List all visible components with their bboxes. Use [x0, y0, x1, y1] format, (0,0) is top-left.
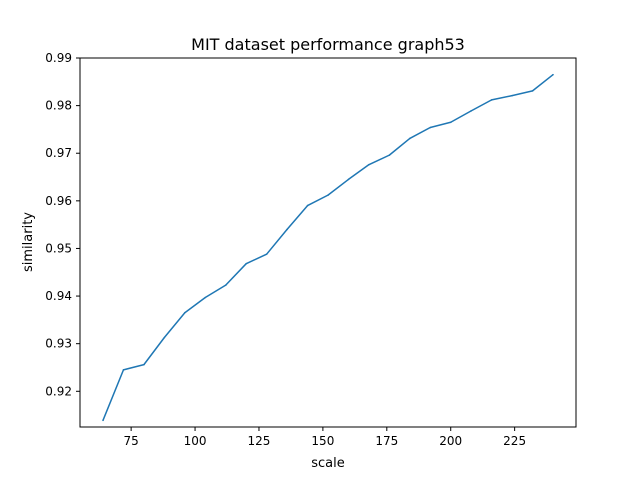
y-tick-label: 0.94 — [45, 289, 72, 303]
y-tick-label: 0.97 — [45, 146, 72, 160]
x-tick-label: 175 — [375, 434, 398, 448]
x-tick-label: 225 — [503, 434, 526, 448]
y-tick-label: 0.95 — [45, 241, 72, 255]
data-point — [327, 194, 329, 196]
data-point — [306, 204, 309, 207]
x-tick-label: 150 — [311, 434, 334, 448]
x-tick-label: 75 — [123, 434, 138, 448]
chart-title: MIT dataset performance graph53 — [191, 35, 465, 54]
x-tick-label: 125 — [248, 434, 271, 448]
data-point — [388, 154, 391, 156]
x-tick-label: 100 — [184, 434, 207, 448]
data-point — [102, 419, 104, 422]
data-point — [429, 126, 432, 129]
data-point — [122, 369, 125, 371]
y-tick-label: 0.98 — [45, 99, 72, 113]
x-tick-label: 200 — [439, 434, 462, 448]
y-tick-label: 0.99 — [45, 51, 72, 65]
data-point — [163, 336, 166, 339]
y-axis: 0.92 0.93 0.94 0.95 0.96 0.97 0.98 0.99 — [45, 51, 80, 398]
axes-frame — [79, 57, 577, 428]
y-tick-label: 0.96 — [45, 194, 72, 208]
data-point — [490, 99, 493, 101]
data-point — [347, 178, 350, 181]
data-point — [552, 73, 554, 76]
data-point — [470, 110, 472, 112]
data-point — [449, 121, 452, 124]
y-tick-label: 0.92 — [45, 384, 72, 398]
y-tick-label: 0.93 — [45, 337, 72, 351]
x-axis-label: scale — [311, 456, 345, 471]
data-point — [511, 94, 513, 97]
data-points — [102, 73, 554, 422]
y-axis-label: similarity — [21, 212, 36, 272]
data-point — [143, 363, 145, 366]
data-point — [368, 163, 370, 166]
data-point — [265, 253, 268, 255]
data-point — [531, 90, 534, 92]
data-point — [204, 296, 207, 299]
x-axis: 75 100 125 150 175 200 225 — [123, 427, 526, 448]
plot-area — [79, 57, 577, 428]
data-point — [286, 228, 288, 231]
data-point — [245, 262, 247, 265]
data-point — [409, 137, 411, 140]
data-point — [184, 311, 186, 314]
data-point — [224, 284, 227, 286]
